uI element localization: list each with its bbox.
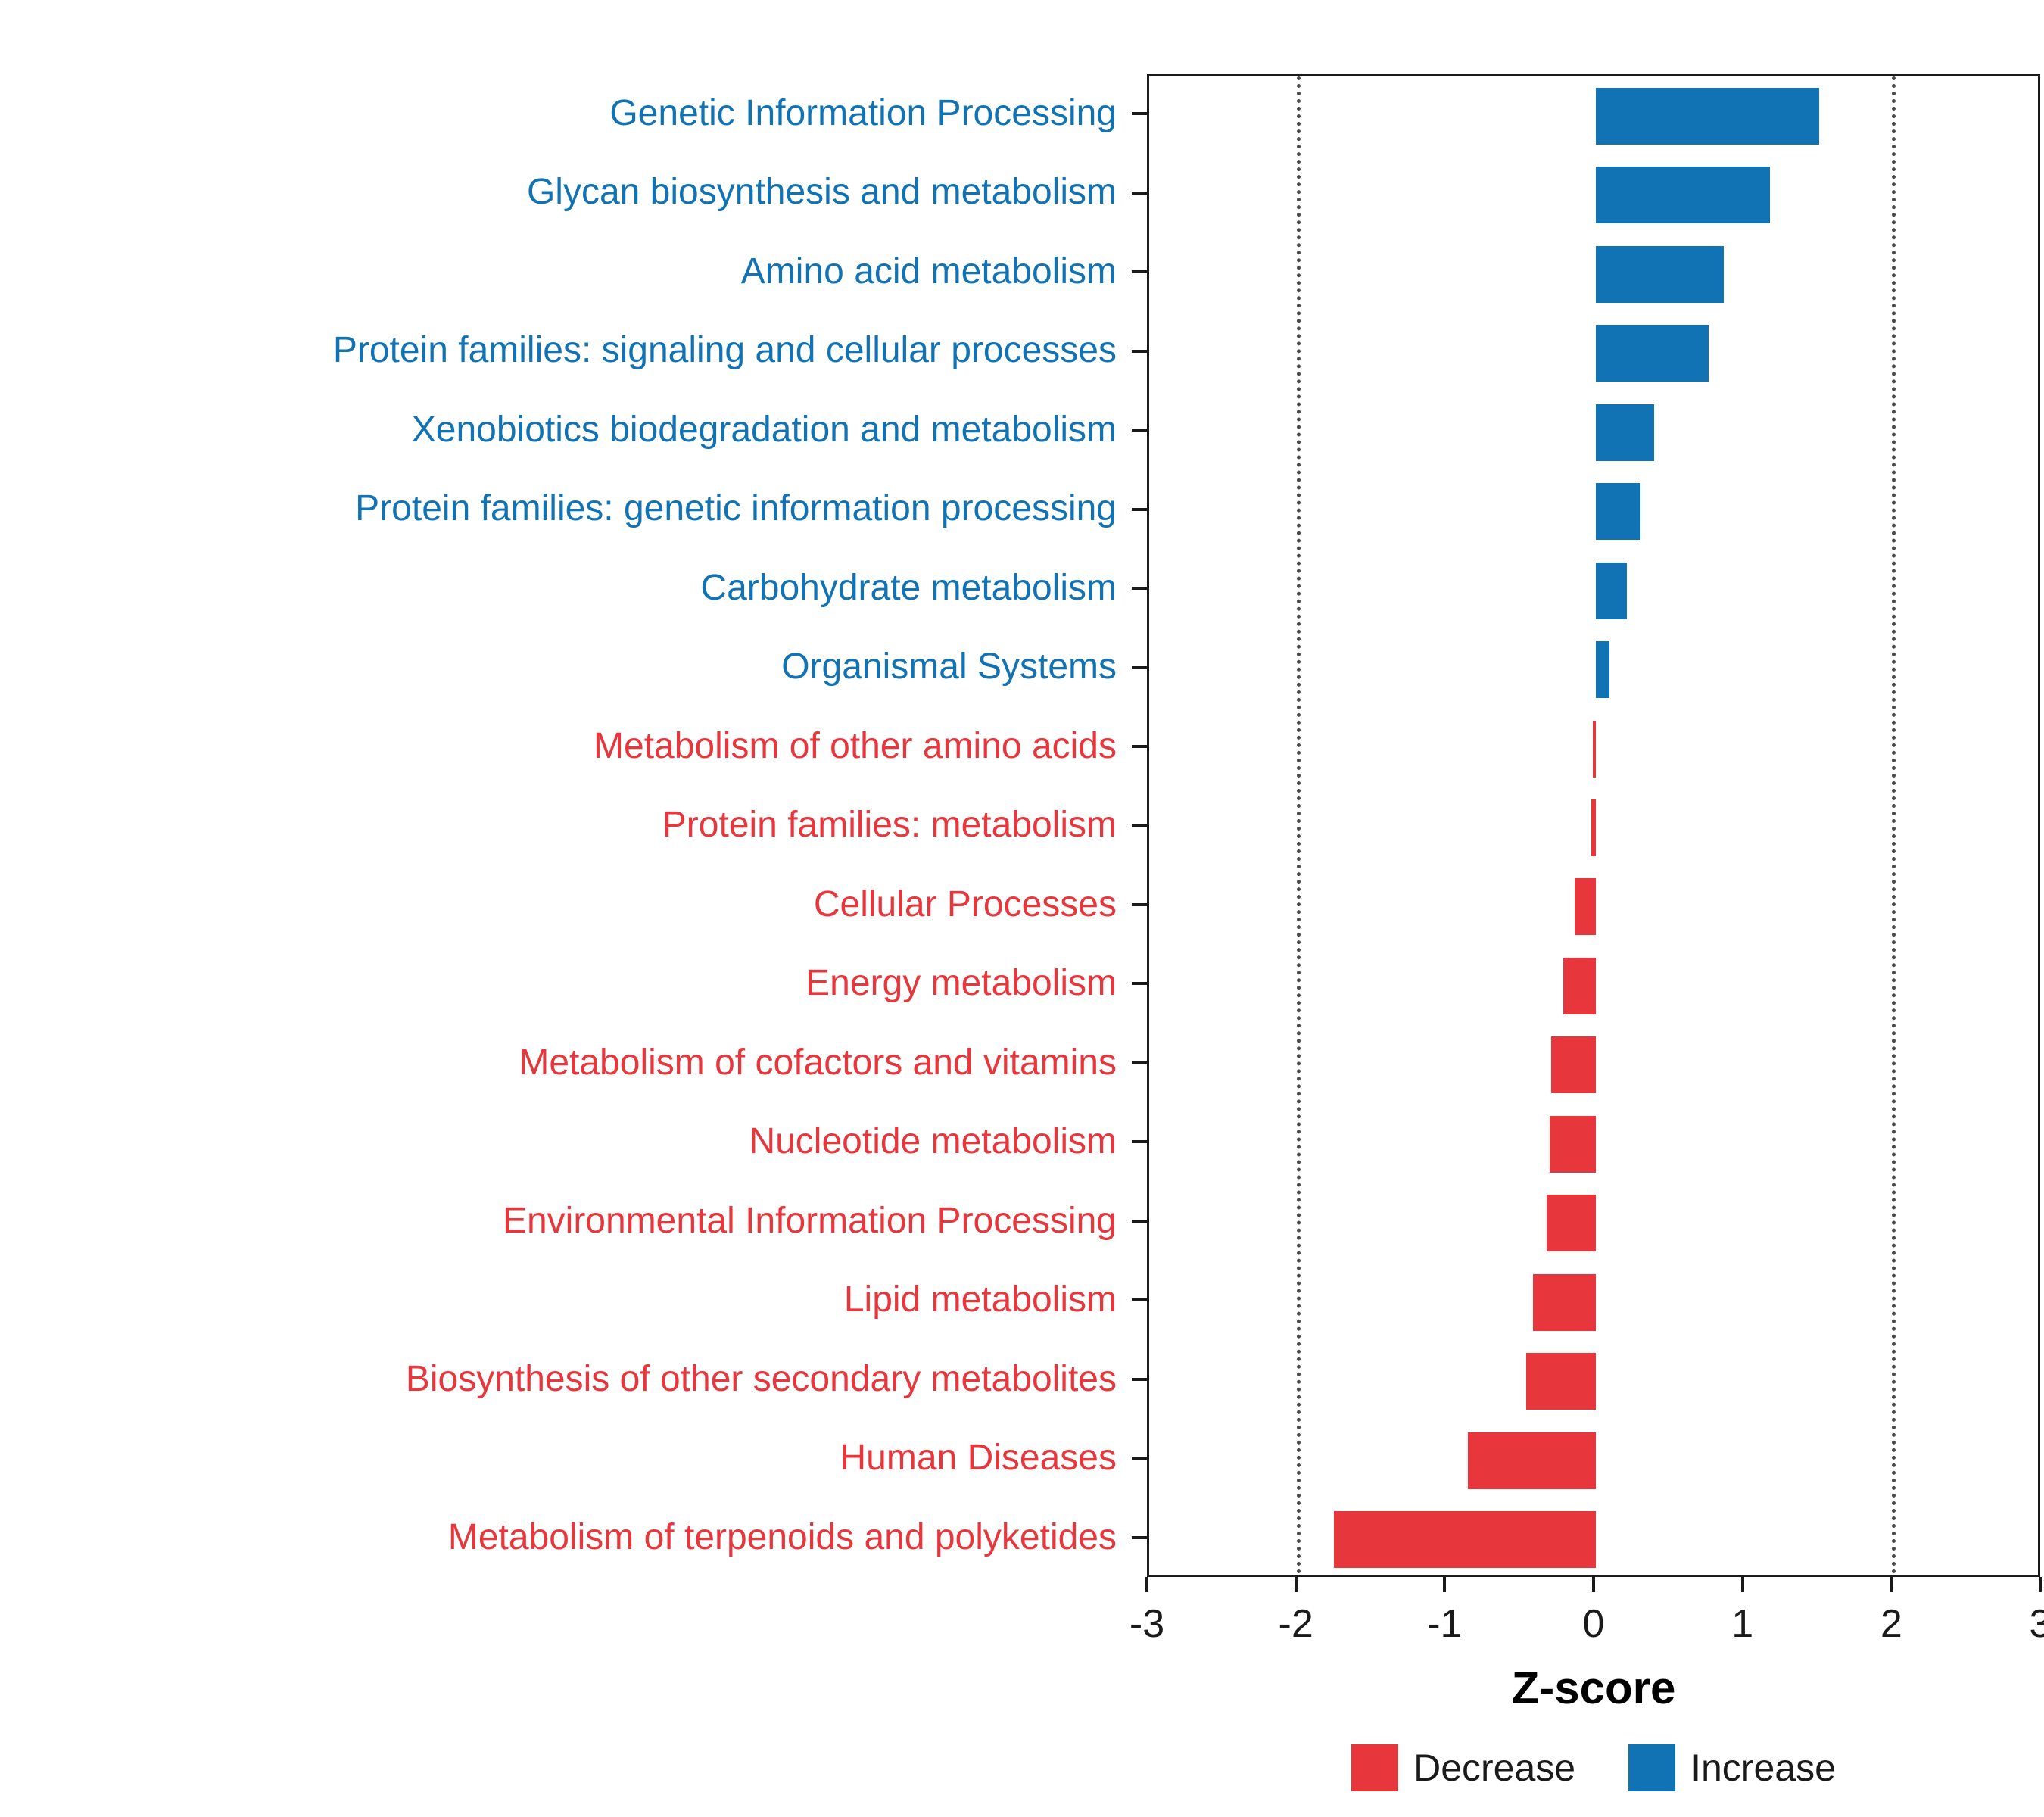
category-label: Nucleotide metabolism <box>749 1121 1117 1162</box>
x-tick-label: -1 <box>1427 1602 1463 1646</box>
bar-decrease <box>1550 1116 1596 1173</box>
y-tick-mark <box>1132 1220 1147 1223</box>
bar-increase <box>1596 167 1771 223</box>
bar-increase <box>1596 325 1709 382</box>
category-label: Protein families: metabolism <box>662 805 1117 846</box>
category-label: Protein families: signaling and cellular… <box>332 330 1117 371</box>
dotted-gridline-x-2 <box>1296 76 1301 1575</box>
x-tick-mark <box>1294 1577 1298 1592</box>
bar-decrease <box>1591 799 1596 856</box>
x-tick-mark <box>1145 1577 1148 1592</box>
y-tick-mark <box>1132 112 1147 115</box>
y-tick-mark <box>1132 587 1147 590</box>
category-label: Environmental Information Processing <box>502 1200 1117 1241</box>
x-tick-mark <box>1592 1577 1595 1592</box>
y-tick-mark <box>1132 1140 1147 1143</box>
category-label: Energy metabolism <box>805 963 1117 1004</box>
y-tick-mark <box>1132 1298 1147 1301</box>
y-tick-mark <box>1132 666 1147 669</box>
x-tick-mark <box>1740 1577 1744 1592</box>
x-axis-title: Z-score <box>1511 1663 1676 1713</box>
plot-panel <box>1147 74 2040 1577</box>
bar-decrease <box>1333 1511 1596 1568</box>
legend-swatch-increase <box>1628 1744 1676 1791</box>
y-tick-mark <box>1132 350 1147 353</box>
y-tick-mark <box>1132 1061 1147 1064</box>
y-tick-mark <box>1132 429 1147 432</box>
y-tick-mark <box>1132 1457 1147 1460</box>
bar-increase <box>1596 246 1725 303</box>
bar-decrease <box>1551 1036 1596 1093</box>
bar-decrease <box>1593 721 1596 778</box>
y-tick-mark <box>1132 1536 1147 1539</box>
bar-decrease <box>1525 1353 1596 1410</box>
y-tick-mark <box>1132 824 1147 827</box>
legend-item-decrease: Decrease <box>1351 1744 1575 1791</box>
bar-increase <box>1596 483 1640 540</box>
category-label: Metabolism of cofactors and vitamins <box>519 1042 1117 1083</box>
bar-decrease <box>1533 1274 1596 1331</box>
bar-decrease <box>1575 878 1596 935</box>
y-tick-mark <box>1132 1378 1147 1381</box>
y-tick-mark <box>1132 903 1147 906</box>
bar-decrease <box>1467 1432 1596 1489</box>
bar-increase <box>1596 88 1819 145</box>
x-tick-label: 2 <box>1880 1602 1902 1646</box>
category-label: Lipid metabolism <box>843 1279 1117 1320</box>
bar-increase <box>1596 404 1654 461</box>
y-tick-mark <box>1132 745 1147 748</box>
x-tick-label: 0 <box>1582 1602 1605 1646</box>
bar-increase <box>1596 641 1609 698</box>
x-tick-label: -3 <box>1129 1602 1165 1646</box>
legend-item-increase: Increase <box>1628 1744 1836 1791</box>
category-label: Xenobiotics biodegradation and metabolis… <box>411 409 1117 450</box>
x-tick-mark <box>1890 1577 1893 1592</box>
dotted-gridline-x2 <box>1892 76 1896 1575</box>
bar-increase <box>1596 563 1628 619</box>
category-label: Glycan biosynthesis and metabolism <box>526 172 1117 213</box>
category-label: Carbohydrate metabolism <box>700 567 1117 608</box>
category-label: Protein families: genetic information pr… <box>355 488 1117 529</box>
category-label: Amino acid metabolism <box>740 251 1117 291</box>
legend: Decrease Increase <box>1147 1738 2040 1798</box>
category-label: Metabolism of terpenoids and polyketides <box>447 1516 1117 1557</box>
category-label: Cellular Processes <box>813 884 1117 924</box>
legend-label: Decrease <box>1413 1747 1576 1789</box>
y-tick-mark <box>1132 270 1147 273</box>
bar-decrease <box>1547 1195 1596 1251</box>
bar-decrease <box>1563 958 1596 1014</box>
x-tick-label: -2 <box>1278 1602 1313 1646</box>
x-tick-mark <box>1443 1577 1447 1592</box>
x-tick-mark <box>2039 1577 2042 1592</box>
x-tick-label: 1 <box>1731 1602 1754 1646</box>
x-tick-label: 3 <box>2029 1602 2044 1646</box>
y-tick-mark <box>1132 508 1147 511</box>
legend-label: Increase <box>1690 1747 1836 1789</box>
category-label: Biosynthesis of other secondary metaboli… <box>405 1358 1117 1399</box>
y-tick-mark <box>1132 982 1147 985</box>
category-label: Metabolism of other amino acids <box>594 725 1117 766</box>
y-tick-mark <box>1132 192 1147 195</box>
category-label: Genetic Information Processing <box>609 93 1117 133</box>
category-label: Organismal Systems <box>781 647 1117 687</box>
category-label: Human Diseases <box>840 1438 1117 1479</box>
legend-swatch-decrease <box>1351 1744 1399 1791</box>
